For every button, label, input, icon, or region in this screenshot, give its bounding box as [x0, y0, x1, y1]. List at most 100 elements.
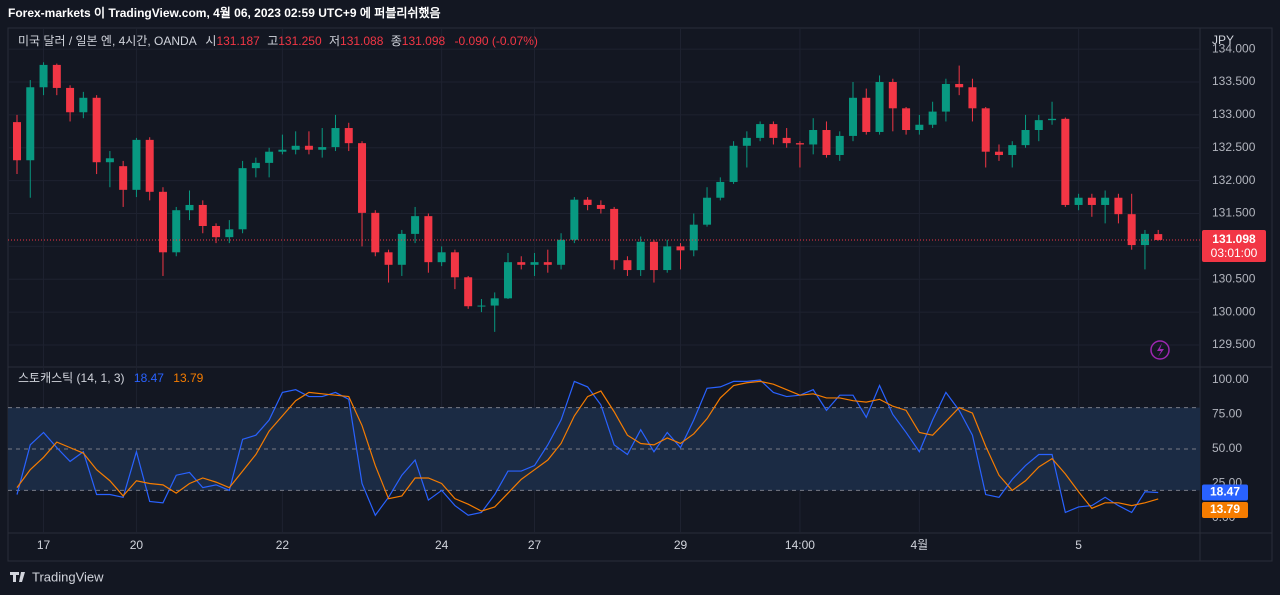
time-label: 17 — [37, 538, 51, 552]
candle-body — [968, 87, 977, 109]
candle-body — [557, 239, 566, 265]
value-tag — [1202, 502, 1248, 518]
time-label: 4월 — [911, 538, 929, 552]
candle-body — [291, 145, 300, 150]
close-key: 종 — [391, 34, 402, 48]
time-label: 27 — [528, 538, 542, 552]
candle-body — [265, 151, 274, 163]
candle-body — [782, 137, 791, 144]
candle-body — [928, 111, 937, 125]
candle-body — [623, 260, 632, 271]
candle-body — [1127, 214, 1136, 246]
candle-body — [716, 181, 725, 198]
candle-body — [1021, 130, 1030, 146]
currency: JPY — [1212, 33, 1234, 47]
time-label: 29 — [674, 538, 688, 552]
candle-body — [1087, 197, 1096, 205]
candle-body — [902, 108, 911, 131]
close-value: 131.098 — [402, 34, 446, 48]
candle-body — [835, 135, 844, 155]
candle-body — [158, 191, 167, 253]
candle-body — [66, 87, 75, 113]
candle-body — [185, 204, 194, 211]
candle-body — [238, 168, 247, 230]
candle-body — [52, 64, 61, 88]
candle-body — [464, 277, 473, 307]
time-label: 22 — [276, 538, 290, 552]
candle-body — [1154, 234, 1163, 240]
candle-body — [318, 147, 327, 150]
candle-body — [570, 199, 579, 240]
candle-body — [477, 305, 486, 307]
high-key: 고 — [267, 34, 278, 48]
candle-body — [756, 124, 765, 138]
candle-body — [503, 262, 512, 299]
y-tick-label: 132.000 — [1212, 173, 1256, 187]
legend: 미국 달러 / 일본 엔, 4시간, OANDA 시131.187 고131.2… — [18, 34, 538, 48]
candle-body — [849, 97, 858, 136]
candle-body — [39, 64, 48, 88]
candle-body — [1140, 233, 1149, 246]
candle-body — [1008, 145, 1017, 155]
d-value: 13.79 — [173, 371, 203, 385]
candle-body — [304, 145, 313, 150]
candle-body — [490, 298, 499, 306]
candle-body — [212, 226, 221, 238]
y-tick-label: 130.500 — [1212, 271, 1256, 285]
series-line — [16, 380, 1159, 512]
candle-body — [225, 229, 234, 238]
candle-body — [663, 246, 672, 271]
candle-body — [278, 149, 287, 152]
alert-icon[interactable] — [1150, 340, 1170, 360]
candle-body — [358, 143, 367, 213]
high-value: 131.250 — [278, 34, 322, 48]
band-layer — [8, 407, 1200, 491]
candle-body — [888, 82, 897, 109]
candle-body — [729, 145, 738, 182]
candle-body — [543, 262, 552, 265]
candle-body — [676, 246, 685, 251]
y-tick-label: 129.500 — [1212, 337, 1256, 351]
value-tag-text: 18.47 — [1210, 485, 1240, 499]
y-tick-label: 131.500 — [1212, 206, 1256, 220]
y-tick-label: 132.500 — [1212, 140, 1256, 154]
candle-body — [251, 162, 260, 169]
candle-body — [689, 224, 698, 251]
series-line — [16, 379, 1159, 517]
y-tick-label: 50.00 — [1212, 441, 1242, 455]
y-tick-label: 134.000 — [1212, 41, 1256, 55]
candle-body — [371, 212, 380, 253]
candle-body — [795, 143, 804, 145]
candle-body — [769, 124, 778, 138]
mark-layer — [8, 62, 1200, 517]
time-label: 24 — [435, 538, 449, 552]
candle-body — [105, 158, 114, 163]
candle-body — [809, 130, 818, 145]
candle-body — [981, 108, 990, 152]
stoch-legend: 스토캐스틱 (14, 1, 3) 18.47 13.79 — [18, 371, 204, 385]
candle-body — [424, 216, 433, 263]
candle-body — [941, 83, 950, 112]
candle-body — [742, 137, 751, 146]
candle-body — [198, 204, 207, 227]
symbol: 미국 달러 / 일본 엔, 4시간, OANDA — [18, 34, 197, 48]
candle-body — [636, 241, 645, 271]
candle-body — [1074, 197, 1083, 205]
candle-body — [172, 210, 181, 253]
candle-body — [649, 241, 658, 271]
y-tick-label: 75.00 — [1212, 407, 1242, 421]
candle-body — [1034, 120, 1043, 131]
candle-body — [1114, 197, 1123, 215]
stoch-title: 스토캐스틱 (14, 1, 3) — [18, 371, 125, 385]
value-tag — [1202, 484, 1248, 501]
candle-body — [915, 124, 924, 131]
candle-body — [862, 97, 871, 132]
candle-body — [994, 151, 1003, 155]
time-label: 5 — [1075, 538, 1082, 552]
candle-body — [119, 166, 128, 190]
logo-icon — [10, 572, 25, 582]
candle-body — [145, 139, 154, 192]
y-tick-label: 133.500 — [1212, 74, 1256, 88]
time-label: 14:00 — [785, 538, 815, 552]
